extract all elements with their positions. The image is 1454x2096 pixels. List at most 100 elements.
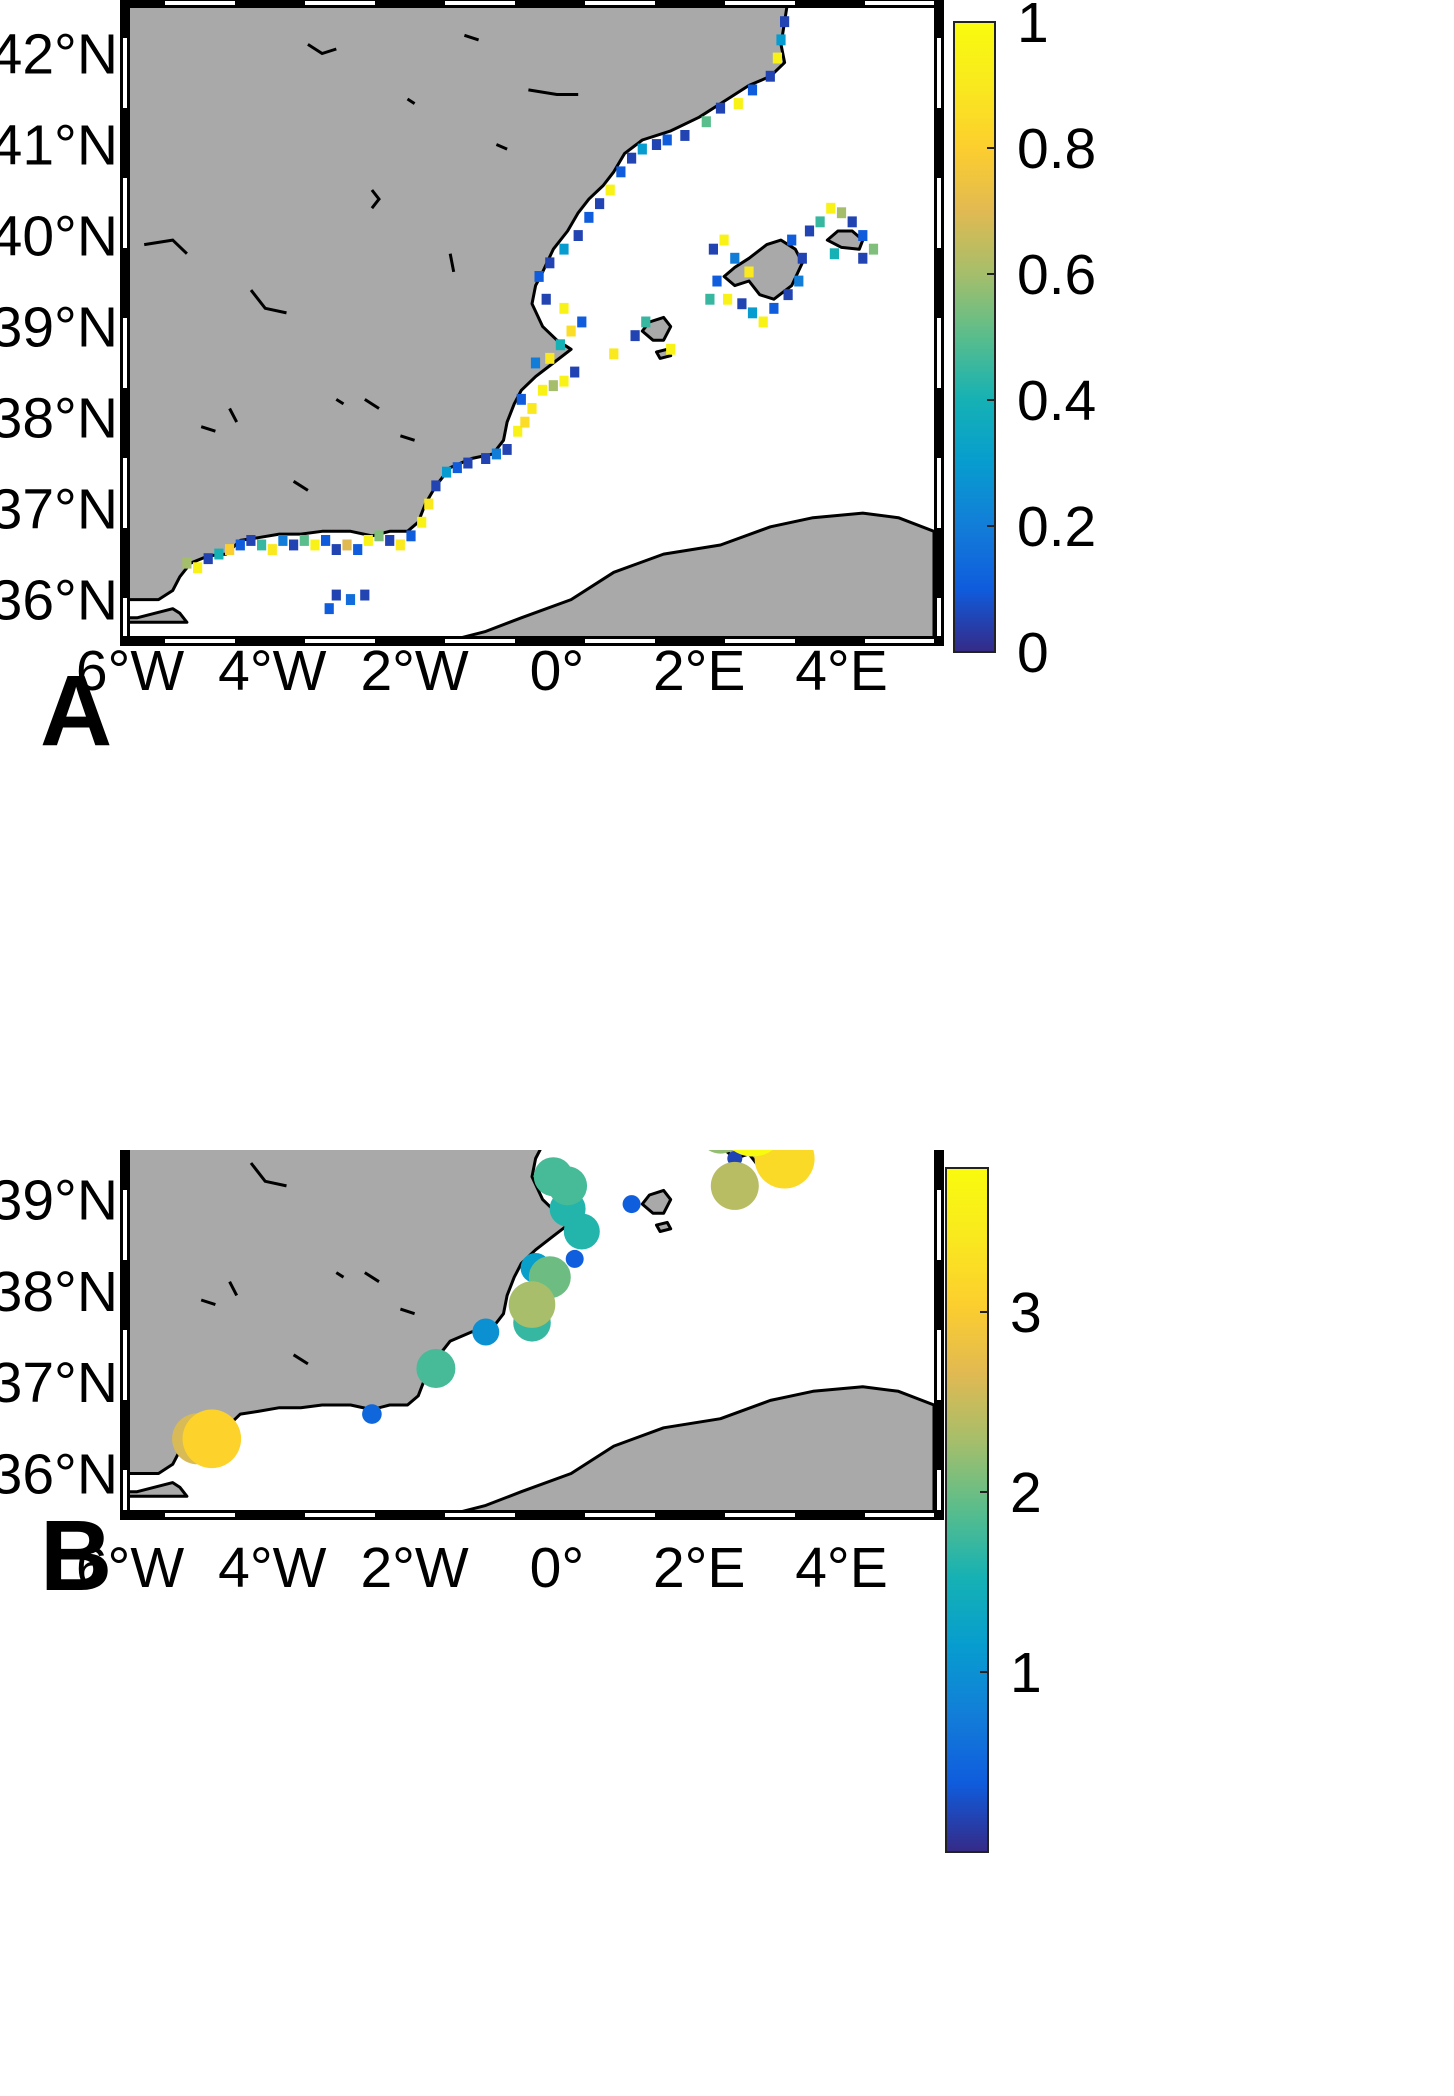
heatmap-cell — [858, 230, 868, 241]
lon-tick-label: 4°W — [218, 639, 326, 703]
lat-tick-label: 41°N — [0, 114, 118, 178]
heatmap-cell — [246, 535, 256, 546]
heatmap-cell — [538, 384, 548, 396]
heatmap-cell — [331, 589, 341, 601]
heatmap-cell — [744, 266, 754, 278]
lon-tick-label: 0° — [530, 1536, 585, 1600]
heatmap-cell — [555, 339, 565, 351]
lon-tick-label: 2°W — [360, 1536, 468, 1600]
heatmap-cell — [712, 275, 722, 287]
lat-tick-label: 40°N — [0, 205, 118, 269]
heatmap-cell — [424, 498, 434, 510]
heatmap-cell — [417, 516, 427, 528]
heatmap-cell — [527, 403, 537, 414]
lon-tick-label: 2°E — [653, 1536, 746, 1600]
heatmap-cell — [616, 166, 626, 178]
heatmap-cell — [513, 425, 523, 437]
heatmap-cell — [257, 539, 267, 551]
heatmap-cell — [627, 152, 637, 164]
land-north-africa-west — [130, 1481, 189, 1498]
heatmap-cell — [829, 248, 839, 260]
inland-water-line — [228, 1281, 239, 1297]
heatmap-cell — [321, 535, 331, 546]
heatmap-cell — [559, 243, 569, 255]
land-north-africa — [462, 511, 934, 636]
heatmap-cell — [772, 52, 782, 64]
heatmap-cell — [584, 211, 594, 223]
land-north-africa-west — [130, 607, 189, 624]
heatmap-cell — [595, 198, 605, 210]
heatmap-cell — [559, 302, 569, 314]
heatmap-cell — [858, 252, 868, 264]
heatmap-cell — [758, 316, 768, 328]
heatmap-cell — [491, 448, 501, 460]
heatmap-cell — [847, 216, 857, 228]
heatmap-cell — [516, 393, 526, 405]
heatmap-cell — [797, 252, 807, 264]
heatmap-cell — [836, 207, 847, 219]
inland-water-line — [292, 480, 309, 492]
heatmap-cell — [324, 603, 334, 615]
heatmap-cell — [289, 539, 299, 551]
map-a: 42°N 41°N 40°N 39°N 38°N 37°N 36°N6°W 4°W 2°W 0° 2… — [0, 0, 1096, 767]
heatmap-cell — [353, 544, 363, 555]
heatmap-cell — [826, 202, 836, 214]
colorbar-tick-label: 1 — [1010, 1641, 1042, 1705]
land-ibiza — [640, 1188, 673, 1215]
colorbar-tick-label: 0.2 — [1017, 495, 1096, 559]
heatmap-cell — [534, 271, 544, 282]
heatmap-cell — [747, 84, 758, 96]
heatmap-cell — [385, 535, 395, 546]
heatmap-cell — [637, 143, 647, 155]
land-formentera — [655, 1220, 673, 1233]
heatmap-cell — [345, 594, 356, 605]
heatmap-cell — [715, 102, 726, 114]
heatmap-cell — [225, 544, 235, 555]
data-bubble — [622, 1195, 641, 1214]
heatmap-cell — [559, 375, 569, 387]
colorbar — [945, 1167, 989, 1853]
lon-tick-label: 4°W — [218, 1536, 326, 1600]
heatmap-cell — [573, 230, 583, 241]
lon-tick-label: 2°W — [360, 639, 468, 703]
heatmap-cell — [182, 557, 192, 569]
inland-water-line — [200, 1298, 216, 1307]
heatmap-cell — [787, 234, 797, 246]
heatmap-cell — [815, 216, 825, 228]
lat-tick-label: 37°N — [0, 1351, 118, 1415]
heatmap-cell — [605, 184, 615, 196]
lon-tick-label: 2°E — [653, 639, 746, 703]
inland-water-line — [463, 33, 480, 42]
heatmap-cell — [780, 16, 790, 28]
heatmap-cell — [708, 243, 718, 255]
inland-water-line — [200, 425, 216, 433]
lon-tick-label: 6°W — [76, 1536, 184, 1600]
heatmap-cell — [431, 480, 441, 492]
heatmap-cell — [804, 225, 815, 237]
heatmap-cell — [737, 298, 747, 310]
lat-tick-label: 39°N — [0, 1169, 118, 1233]
lon-tick-label: 0° — [530, 639, 585, 703]
heatmap-cell — [278, 535, 288, 546]
map-layer — [130, 8, 934, 636]
heatmap-cell — [545, 352, 555, 364]
data-bubble — [416, 1349, 456, 1388]
data-bubble — [710, 1161, 759, 1210]
panel-letter: A — [40, 655, 112, 767]
heatmap-cell — [680, 130, 690, 141]
inland-water-line — [335, 1271, 345, 1279]
heatmap-cell — [609, 348, 619, 360]
inland-water-line — [292, 1353, 309, 1366]
map-b: 42°N41°N40°N39°N38°N37°N36°N6°W4°W2°W0°2… — [0, 870, 1042, 1853]
heatmap-cell — [193, 562, 203, 574]
heatmap-cell — [310, 539, 320, 551]
heatmap-cell — [363, 535, 373, 546]
heatmap-cell — [463, 457, 473, 469]
lon-tick-label: 6°W — [76, 639, 184, 703]
heatmap-cell — [267, 544, 277, 555]
heatmap-cell — [395, 539, 405, 551]
heatmap-cell — [502, 444, 512, 455]
heatmap-cell — [662, 134, 672, 146]
heatmap-cell — [214, 548, 224, 560]
colorbar-tick-label: 1 — [1017, 0, 1049, 55]
